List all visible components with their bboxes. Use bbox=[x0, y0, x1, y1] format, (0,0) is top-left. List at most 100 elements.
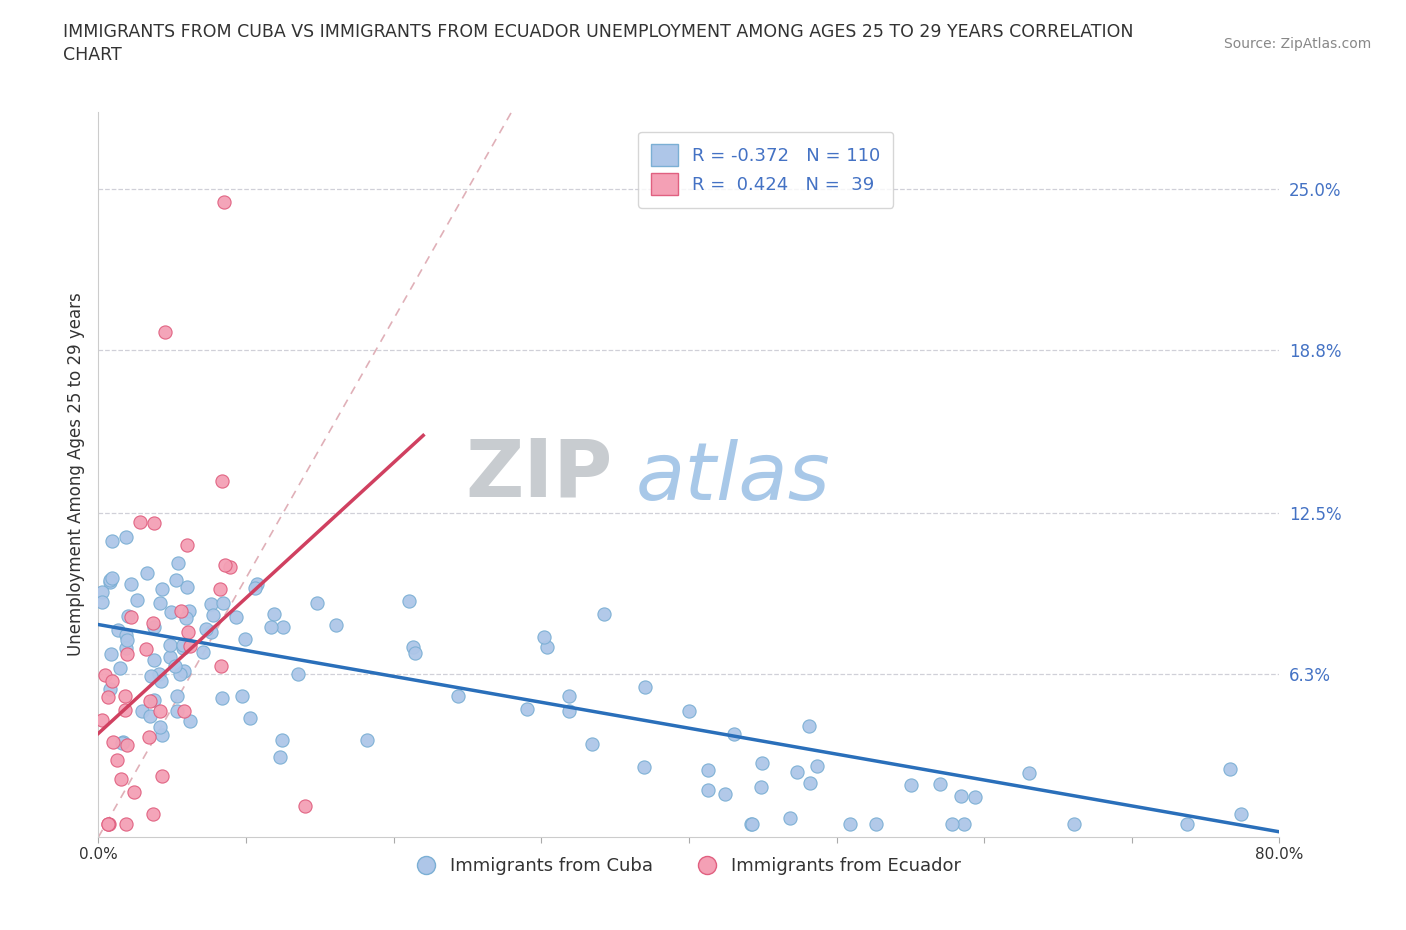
Point bbox=[398, 594, 420, 609]
Point bbox=[723, 727, 745, 742]
Point bbox=[194, 621, 217, 636]
Point bbox=[159, 638, 181, 653]
Point bbox=[231, 688, 253, 703]
Point bbox=[786, 764, 808, 779]
Point bbox=[287, 667, 309, 682]
Point bbox=[149, 596, 172, 611]
Point bbox=[797, 719, 820, 734]
Point bbox=[143, 693, 166, 708]
Point bbox=[166, 688, 188, 703]
Point bbox=[169, 667, 191, 682]
Point bbox=[235, 631, 257, 646]
Point bbox=[177, 625, 200, 640]
Point bbox=[714, 787, 737, 802]
Y-axis label: Unemployment Among Ages 25 to 29 years: Unemployment Among Ages 25 to 29 years bbox=[66, 292, 84, 657]
Point bbox=[129, 514, 152, 529]
Point bbox=[97, 817, 120, 831]
Legend: Immigrants from Cuba, Immigrants from Ecuador: Immigrants from Cuba, Immigrants from Ec… bbox=[411, 850, 967, 883]
Point bbox=[142, 616, 165, 631]
Point bbox=[949, 789, 972, 804]
Point bbox=[402, 640, 425, 655]
Point bbox=[120, 577, 142, 591]
Point bbox=[173, 664, 195, 679]
Point bbox=[135, 642, 157, 657]
Point bbox=[751, 780, 773, 795]
Point bbox=[149, 720, 172, 735]
Point bbox=[307, 596, 329, 611]
Point bbox=[245, 577, 267, 591]
Point bbox=[558, 704, 581, 719]
Point bbox=[148, 667, 170, 682]
Point bbox=[111, 736, 134, 751]
Point bbox=[174, 611, 197, 626]
Point bbox=[143, 652, 166, 667]
Point bbox=[243, 580, 266, 595]
Point bbox=[110, 772, 132, 787]
Point bbox=[176, 538, 198, 552]
Point bbox=[179, 713, 201, 728]
Point bbox=[271, 619, 294, 634]
Point bbox=[928, 777, 950, 791]
Point bbox=[172, 641, 194, 656]
Point bbox=[97, 689, 120, 704]
Point bbox=[138, 730, 160, 745]
Point bbox=[142, 806, 165, 821]
Point bbox=[91, 585, 114, 600]
Point bbox=[150, 727, 173, 742]
Point bbox=[211, 595, 233, 610]
Point bbox=[97, 817, 120, 831]
Point bbox=[105, 752, 128, 767]
Point bbox=[107, 622, 129, 637]
Point bbox=[138, 693, 160, 708]
Point bbox=[740, 817, 762, 831]
Point bbox=[581, 737, 603, 751]
Point bbox=[120, 610, 142, 625]
Point bbox=[678, 703, 700, 718]
Point bbox=[696, 763, 718, 777]
Point bbox=[269, 750, 291, 764]
Point bbox=[179, 604, 201, 618]
Point bbox=[125, 592, 148, 607]
Point bbox=[98, 817, 121, 831]
Point bbox=[865, 817, 887, 831]
Point bbox=[239, 711, 262, 725]
Point bbox=[191, 644, 214, 659]
Point bbox=[447, 689, 470, 704]
Point bbox=[633, 759, 655, 774]
Point bbox=[172, 637, 194, 652]
Point bbox=[115, 817, 138, 831]
Point bbox=[963, 790, 986, 804]
Point bbox=[115, 627, 138, 642]
Point bbox=[1175, 817, 1198, 831]
Point bbox=[356, 733, 378, 748]
Point bbox=[167, 555, 190, 570]
Point bbox=[159, 649, 181, 664]
Point bbox=[1230, 807, 1253, 822]
Point bbox=[260, 619, 283, 634]
Text: atlas: atlas bbox=[636, 439, 831, 517]
Point bbox=[142, 515, 165, 530]
Point bbox=[209, 658, 232, 673]
Point bbox=[101, 674, 124, 689]
Point bbox=[139, 708, 162, 723]
Point bbox=[149, 673, 172, 688]
Point bbox=[263, 606, 285, 621]
Point bbox=[952, 817, 974, 831]
Text: Source: ZipAtlas.com: Source: ZipAtlas.com bbox=[1223, 37, 1371, 51]
Point bbox=[98, 682, 121, 697]
Point bbox=[98, 574, 121, 589]
Point bbox=[941, 817, 963, 831]
Point bbox=[101, 534, 124, 549]
Point bbox=[131, 703, 153, 718]
Point bbox=[141, 669, 163, 684]
Point bbox=[100, 647, 122, 662]
Point bbox=[143, 619, 166, 634]
Point bbox=[200, 597, 222, 612]
Point bbox=[115, 641, 138, 656]
Point bbox=[900, 777, 922, 792]
Point bbox=[1218, 762, 1240, 777]
Point bbox=[1018, 765, 1040, 780]
Point bbox=[160, 604, 183, 619]
Point bbox=[136, 565, 159, 580]
Point bbox=[90, 595, 112, 610]
